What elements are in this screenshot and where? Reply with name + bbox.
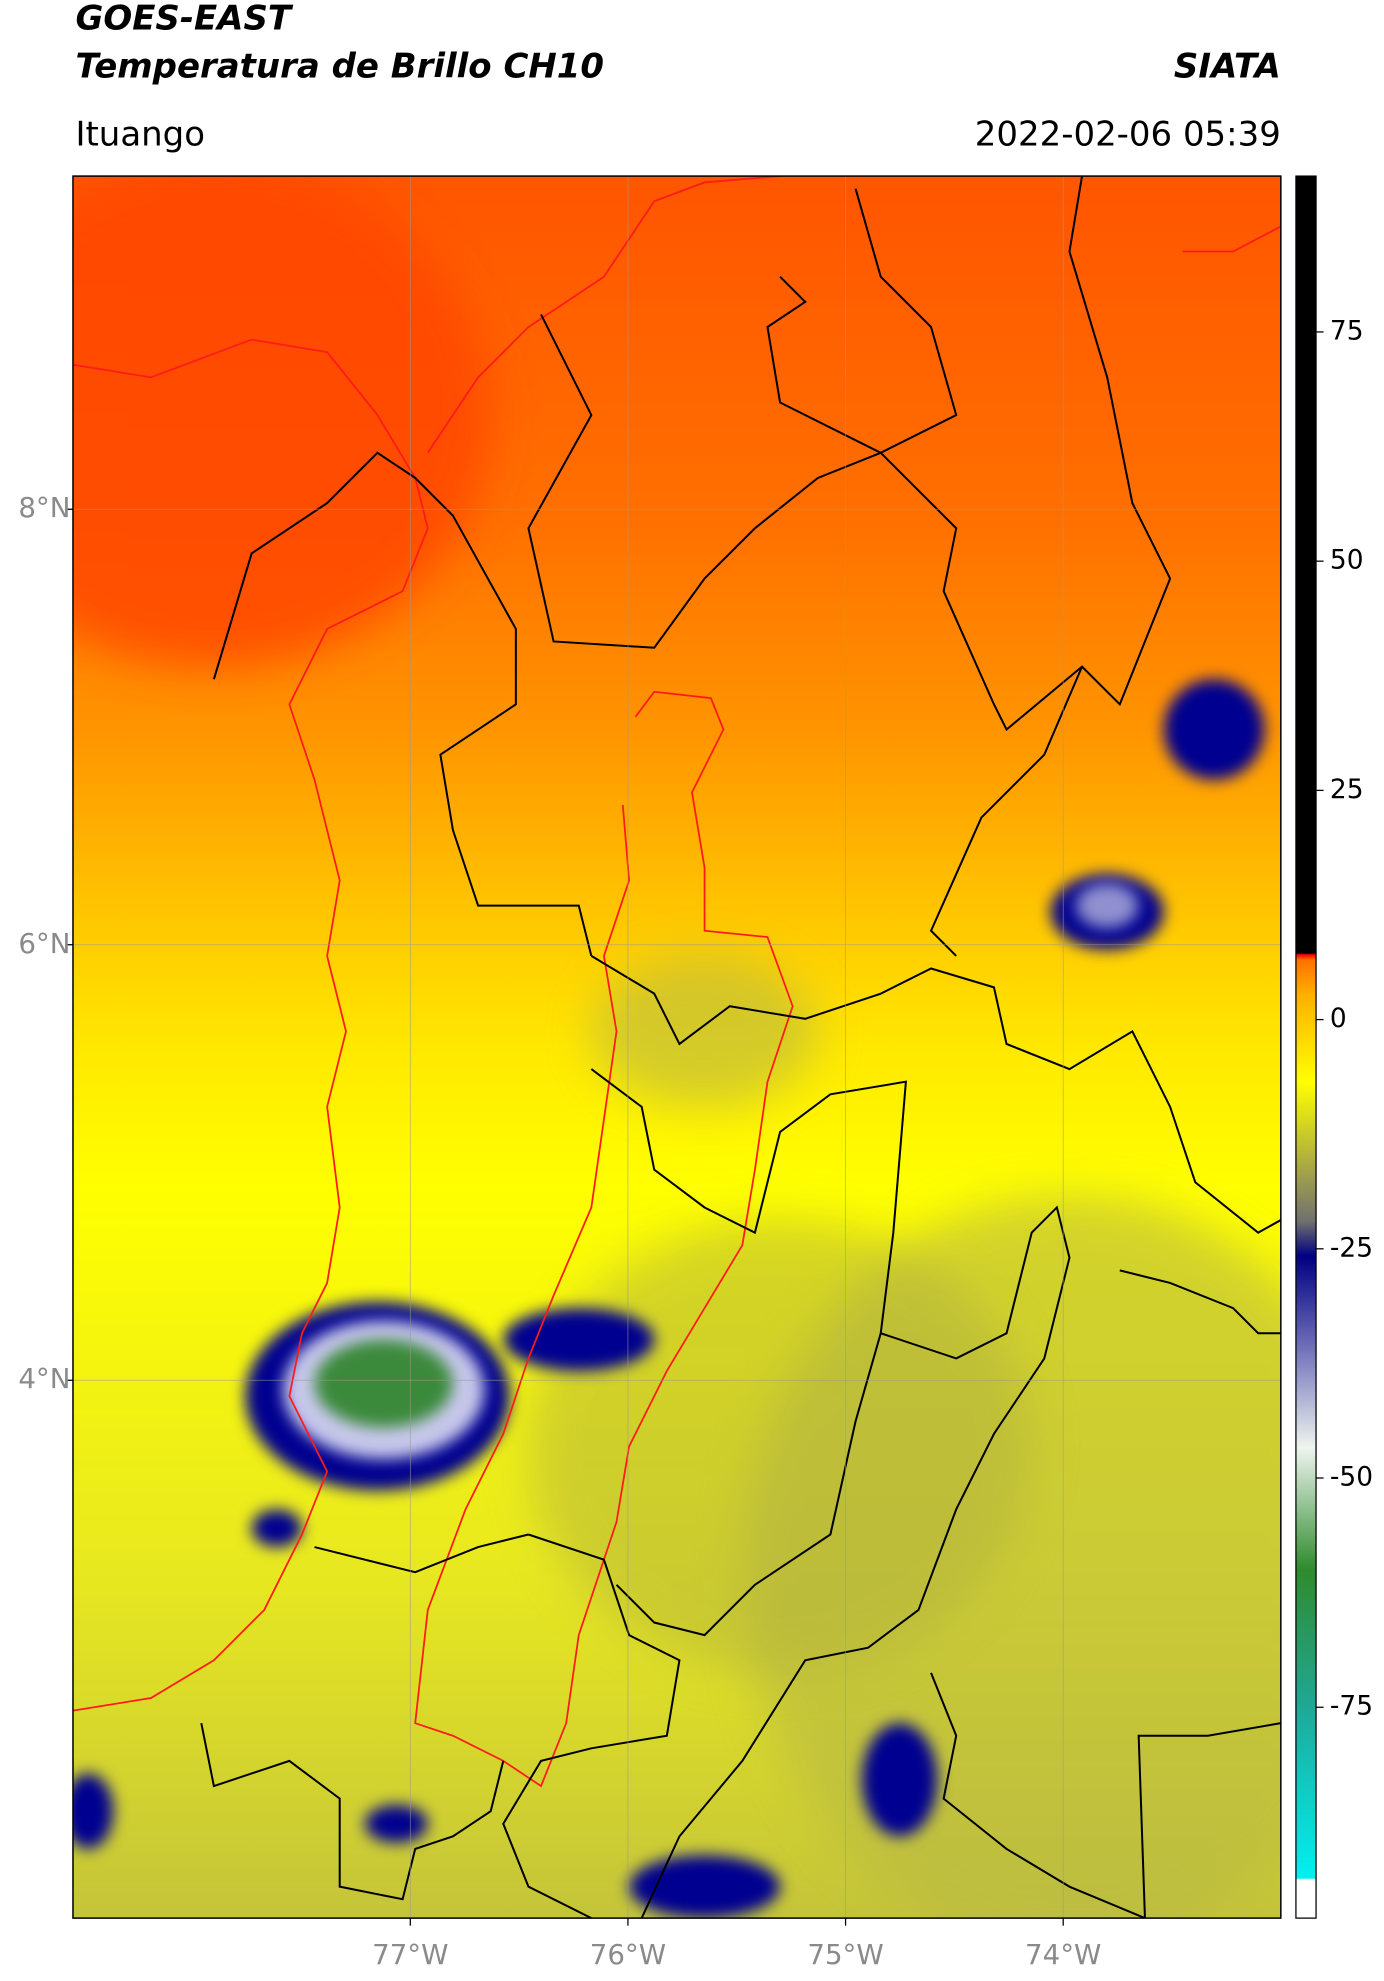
colorbar-tick-label: 0 [1330, 1003, 1347, 1034]
x-tick-label: 75°W [807, 1938, 883, 1971]
x-tick-label: 77°W [372, 1938, 448, 1971]
satellite-image [72, 176, 1281, 1919]
colorbar-tick-label: 25 [1330, 774, 1364, 805]
colorbar-tick-label: 75 [1330, 315, 1364, 346]
colorbar-tick-label: -75 [1330, 1691, 1373, 1722]
x-tick-label: 74°W [1025, 1938, 1101, 1971]
title: GOES-EAST [75, 0, 293, 39]
colorbar [1295, 175, 1317, 1919]
y-tick-label: 8°N [18, 491, 70, 524]
source: SIATA [1174, 46, 1281, 86]
y-tick-label: 4°N [18, 1362, 70, 1395]
colorbar-tick-label: 50 [1330, 545, 1364, 576]
colorbar-tick-label: -50 [1330, 1462, 1373, 1493]
datetime: 2022-02-06 05:39 [975, 114, 1281, 154]
location: Ituango [75, 114, 205, 154]
colorbar-tick-label: -25 [1330, 1232, 1373, 1263]
map-frame [72, 175, 1282, 1919]
x-tick-label: 76°W [590, 1938, 666, 1971]
y-tick-label: 6°N [18, 927, 70, 960]
subtitle: Temperatura de Brillo CH10 [75, 46, 604, 86]
grid [72, 176, 1281, 1919]
